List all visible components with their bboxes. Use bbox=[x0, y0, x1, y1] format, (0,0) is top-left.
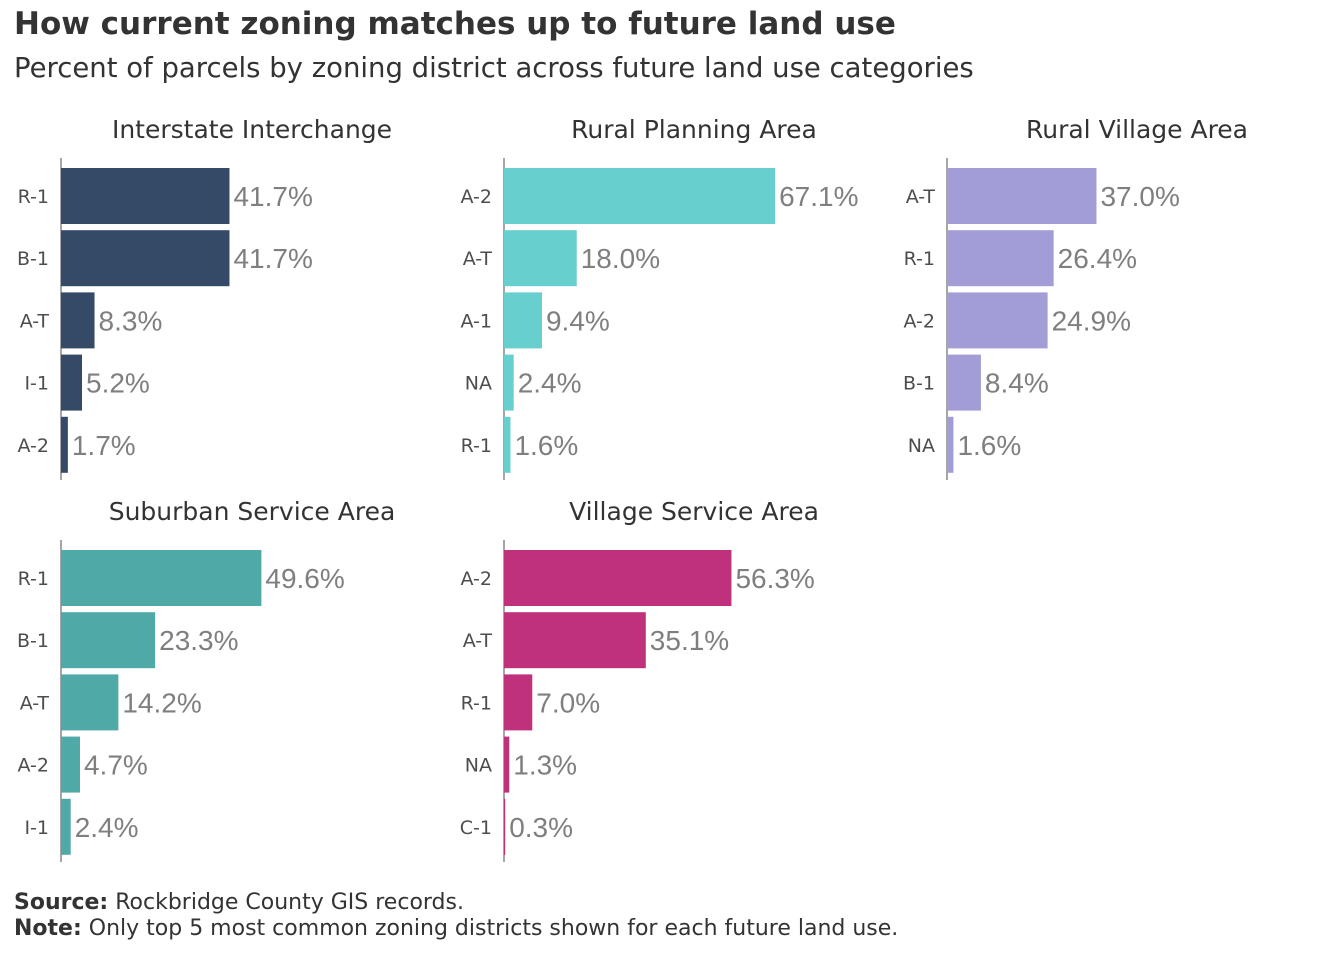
value-label: 4.7% bbox=[84, 750, 148, 781]
value-label: 1.7% bbox=[72, 430, 136, 461]
panel-interstate-interchange: Interstate Interchange R-1 41.7% B-1 41.7% A-… bbox=[17, 115, 392, 480]
bar-a-1 bbox=[504, 292, 542, 349]
tick-label: A-T bbox=[906, 186, 936, 208]
tick-label: NA bbox=[465, 755, 492, 777]
panel-title: Rural Village Area bbox=[1026, 115, 1248, 144]
value-label: 5.2% bbox=[86, 368, 150, 399]
note-label: Note: bbox=[14, 916, 82, 941]
tick-label: A-2 bbox=[903, 310, 935, 332]
value-label: 18.0% bbox=[581, 243, 660, 274]
panel-village-service-area: Village Service Area A-2 56.3% A-T 35.1% R-1 7… bbox=[460, 497, 819, 862]
value-label: 7.0% bbox=[536, 687, 600, 718]
panel-title: Suburban Service Area bbox=[109, 497, 396, 526]
tick-label: B-1 bbox=[17, 630, 49, 652]
value-label: 37.0% bbox=[1100, 181, 1179, 212]
bar-b-1 bbox=[61, 612, 156, 669]
bar-r-1 bbox=[947, 230, 1054, 287]
bar-r-1 bbox=[504, 674, 533, 731]
panel-rural-village-area: Rural Village Area A-T 37.0% R-1 26.4% A-2 24.… bbox=[903, 115, 1248, 480]
bar-a-t bbox=[504, 612, 646, 669]
bar-a-t bbox=[504, 230, 577, 287]
bar-na bbox=[504, 736, 510, 793]
tick-label: A-T bbox=[20, 310, 50, 332]
bar-c-1 bbox=[504, 798, 506, 855]
tick-label: I-1 bbox=[24, 817, 49, 839]
tick-label: R-1 bbox=[18, 568, 49, 590]
bar-r-1 bbox=[61, 550, 262, 606]
bar-na bbox=[947, 416, 954, 473]
value-label: 8.4% bbox=[985, 368, 1049, 399]
panel-suburban-service-area: Suburban Service Area R-1 49.6% B-1 23.3% A-T… bbox=[17, 497, 395, 862]
tick-label: A-2 bbox=[17, 435, 49, 457]
bar-a-2 bbox=[504, 168, 776, 224]
bar-a-2 bbox=[947, 292, 1048, 349]
tick-label: NA bbox=[465, 373, 492, 395]
bar-a-2 bbox=[61, 736, 80, 793]
bar-na bbox=[504, 354, 514, 411]
panel-title: Rural Planning Area bbox=[571, 115, 817, 144]
tick-label: A-2 bbox=[460, 186, 492, 208]
panel-rural-planning-area: Rural Planning Area A-2 67.1% A-T 18.0% A-1 9.… bbox=[460, 115, 858, 480]
value-label: 67.1% bbox=[779, 181, 858, 212]
value-label: 2.4% bbox=[75, 812, 139, 843]
value-label: 49.6% bbox=[265, 563, 344, 594]
source-note: Source: Rockbridge County GIS records. bbox=[14, 890, 464, 915]
value-label: 41.7% bbox=[233, 181, 312, 212]
source-label: Source: bbox=[14, 890, 109, 915]
tick-label: I-1 bbox=[24, 373, 49, 395]
tick-label: R-1 bbox=[461, 435, 492, 457]
value-label: 56.3% bbox=[735, 563, 814, 594]
tick-label: A-2 bbox=[17, 755, 49, 777]
tick-label: B-1 bbox=[17, 248, 49, 270]
source-text: Rockbridge County GIS records. bbox=[115, 890, 464, 915]
tick-label: R-1 bbox=[461, 692, 492, 714]
value-label: 35.1% bbox=[650, 625, 729, 656]
tick-label: A-1 bbox=[460, 310, 492, 332]
tick-label: A-T bbox=[20, 692, 50, 714]
tick-label: A-T bbox=[463, 630, 493, 652]
value-label: 24.9% bbox=[1052, 305, 1131, 336]
panel-title: Village Service Area bbox=[569, 497, 819, 526]
panel-title: Interstate Interchange bbox=[112, 115, 392, 144]
chart-subtitle: Percent of parcels by zoning district ac… bbox=[14, 52, 974, 84]
value-label: 1.6% bbox=[957, 430, 1021, 461]
bar-r-1 bbox=[61, 168, 230, 224]
tick-label: R-1 bbox=[18, 186, 49, 208]
bar-b-1 bbox=[947, 354, 981, 411]
value-label: 1.3% bbox=[513, 750, 577, 781]
bar-i-1 bbox=[61, 798, 71, 855]
bar-a-t bbox=[947, 168, 1097, 224]
value-label: 1.6% bbox=[514, 430, 578, 461]
value-label: 14.2% bbox=[122, 687, 201, 718]
bar-a-t bbox=[61, 674, 119, 731]
tick-label: R-1 bbox=[904, 248, 935, 270]
tick-label: A-2 bbox=[460, 568, 492, 590]
value-label: 23.3% bbox=[159, 625, 238, 656]
value-label: 8.3% bbox=[99, 305, 163, 336]
bar-r-1 bbox=[504, 416, 511, 473]
value-label: 26.4% bbox=[1058, 243, 1137, 274]
tick-label: NA bbox=[908, 435, 935, 457]
value-label: 41.7% bbox=[233, 243, 312, 274]
value-label: 2.4% bbox=[518, 368, 582, 399]
chart-title: How current zoning matches up to future … bbox=[14, 6, 896, 42]
tick-label: A-T bbox=[463, 248, 493, 270]
bar-a-2 bbox=[504, 550, 732, 606]
footnote: Note: Only top 5 most common zoning dist… bbox=[14, 916, 898, 941]
bar-i-1 bbox=[61, 354, 83, 411]
tick-label: B-1 bbox=[903, 373, 935, 395]
tick-label: C-1 bbox=[460, 817, 492, 839]
bar-a-t bbox=[61, 292, 95, 349]
bar-a-2 bbox=[61, 416, 68, 473]
bar-b-1 bbox=[61, 230, 230, 287]
note-text: Only top 5 most common zoning districts … bbox=[88, 916, 899, 941]
value-label: 0.3% bbox=[509, 812, 573, 843]
value-label: 9.4% bbox=[546, 305, 610, 336]
